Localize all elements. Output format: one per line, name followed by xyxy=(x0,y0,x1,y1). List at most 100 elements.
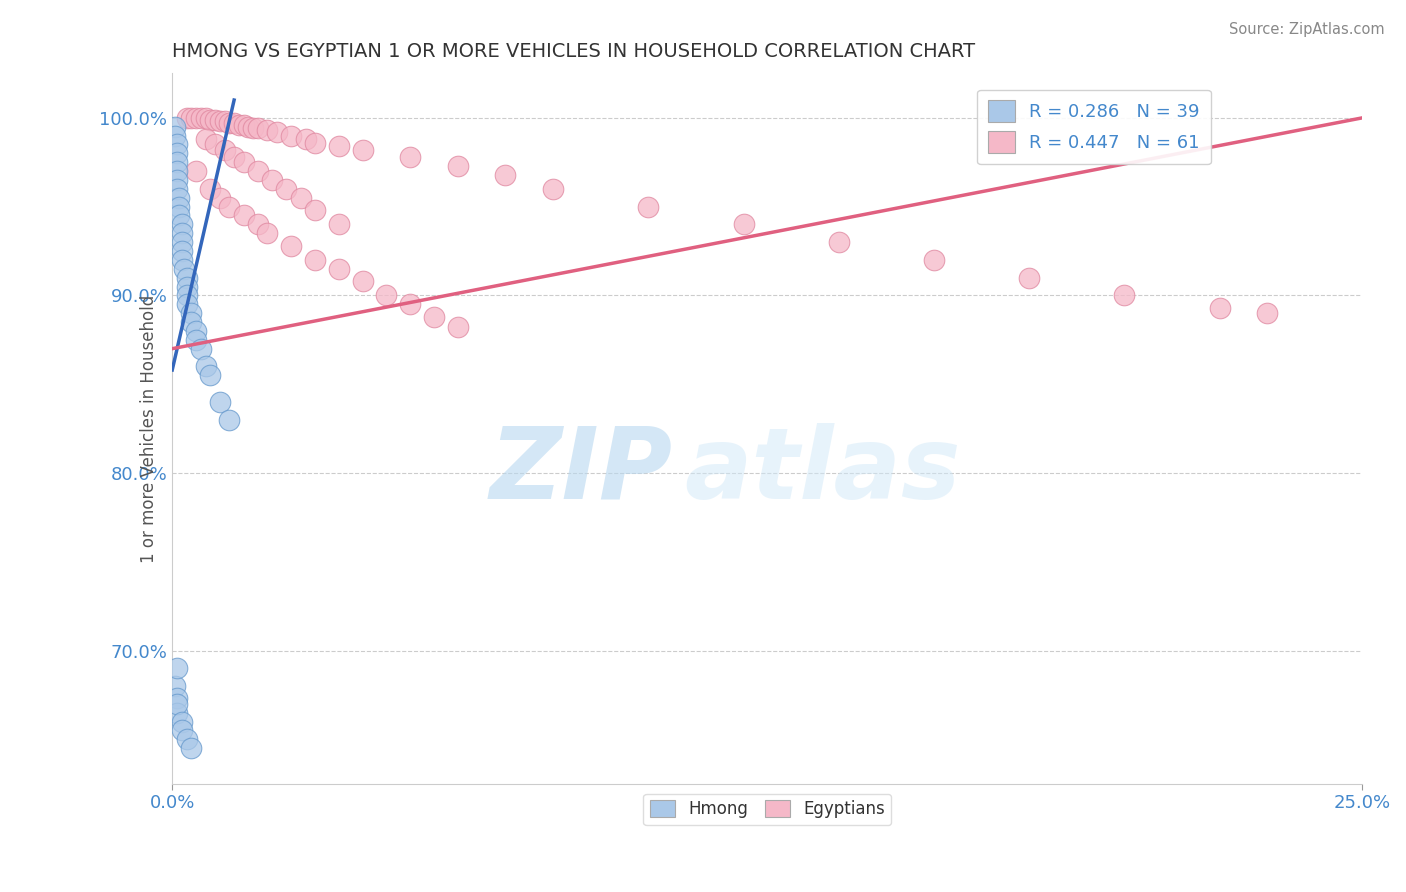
Point xyxy=(184,324,207,338)
Point xyxy=(352,274,374,288)
Point xyxy=(200,112,222,127)
Point xyxy=(166,173,188,187)
Text: ZIP: ZIP xyxy=(489,423,672,520)
Point xyxy=(194,132,217,146)
Text: HMONG VS EGYPTIAN 1 OR MORE VEHICLES IN HOUSEHOLD CORRELATION CHART: HMONG VS EGYPTIAN 1 OR MORE VEHICLES IN … xyxy=(172,42,976,61)
Point xyxy=(242,121,264,136)
Point xyxy=(180,111,202,125)
Point xyxy=(352,143,374,157)
Point xyxy=(304,252,326,267)
Point xyxy=(204,137,226,152)
Point xyxy=(399,297,422,311)
Point xyxy=(180,741,202,756)
Point xyxy=(328,261,350,276)
Point xyxy=(1018,270,1040,285)
Point xyxy=(166,691,188,706)
Y-axis label: 1 or more Vehicles in Household: 1 or more Vehicles in Household xyxy=(141,294,159,563)
Point xyxy=(169,191,191,205)
Point xyxy=(375,288,398,302)
Point xyxy=(170,226,193,240)
Point xyxy=(166,146,188,161)
Point xyxy=(176,288,198,302)
Point xyxy=(184,164,207,178)
Point xyxy=(328,139,350,153)
Point xyxy=(208,395,231,409)
Point xyxy=(204,112,226,127)
Point xyxy=(163,128,186,143)
Point xyxy=(170,244,193,258)
Point xyxy=(304,136,326,150)
Point xyxy=(166,164,188,178)
Point xyxy=(399,150,422,164)
Point xyxy=(218,116,240,130)
Point xyxy=(169,200,191,214)
Point xyxy=(495,168,517,182)
Point xyxy=(170,252,193,267)
Point xyxy=(184,111,207,125)
Point xyxy=(224,150,246,164)
Point xyxy=(294,132,316,146)
Point xyxy=(169,209,191,223)
Point xyxy=(176,279,198,293)
Point xyxy=(733,218,755,232)
Point xyxy=(166,137,188,152)
Point xyxy=(266,125,288,139)
Point xyxy=(208,114,231,128)
Point xyxy=(232,118,254,132)
Point xyxy=(447,320,470,334)
Point xyxy=(184,333,207,347)
Point xyxy=(176,270,198,285)
Point xyxy=(304,203,326,218)
Point xyxy=(218,200,240,214)
Point xyxy=(170,723,193,738)
Point xyxy=(228,118,250,132)
Point xyxy=(276,182,298,196)
Point xyxy=(163,120,186,134)
Point xyxy=(200,182,222,196)
Point xyxy=(170,235,193,249)
Point xyxy=(256,226,278,240)
Point xyxy=(190,342,212,356)
Point xyxy=(280,128,302,143)
Point xyxy=(208,191,231,205)
Point xyxy=(166,697,188,711)
Point xyxy=(246,218,269,232)
Point xyxy=(290,191,312,205)
Point xyxy=(166,661,188,675)
Point xyxy=(200,368,222,383)
Point xyxy=(232,155,254,169)
Point xyxy=(218,413,240,427)
Point xyxy=(246,164,269,178)
Point xyxy=(180,315,202,329)
Point xyxy=(214,143,236,157)
Point xyxy=(922,252,945,267)
Point xyxy=(262,173,284,187)
Point xyxy=(180,306,202,320)
Point xyxy=(176,111,198,125)
Point xyxy=(238,120,260,134)
Point xyxy=(1208,301,1230,315)
Point xyxy=(1114,288,1136,302)
Point xyxy=(280,238,302,252)
Point xyxy=(541,182,564,196)
Point xyxy=(166,706,188,720)
Point xyxy=(163,679,186,693)
Text: Source: ZipAtlas.com: Source: ZipAtlas.com xyxy=(1229,22,1385,37)
Point xyxy=(170,218,193,232)
Point xyxy=(173,261,195,276)
Point xyxy=(166,155,188,169)
Point xyxy=(828,235,851,249)
Point xyxy=(176,297,198,311)
Point xyxy=(224,116,246,130)
Point xyxy=(214,114,236,128)
Point xyxy=(328,218,350,232)
Point xyxy=(194,359,217,374)
Point xyxy=(246,121,269,136)
Point xyxy=(170,714,193,729)
Text: atlas: atlas xyxy=(683,423,960,520)
Point xyxy=(256,123,278,137)
Point xyxy=(190,111,212,125)
Point xyxy=(194,111,217,125)
Point xyxy=(232,209,254,223)
Point xyxy=(1256,306,1278,320)
